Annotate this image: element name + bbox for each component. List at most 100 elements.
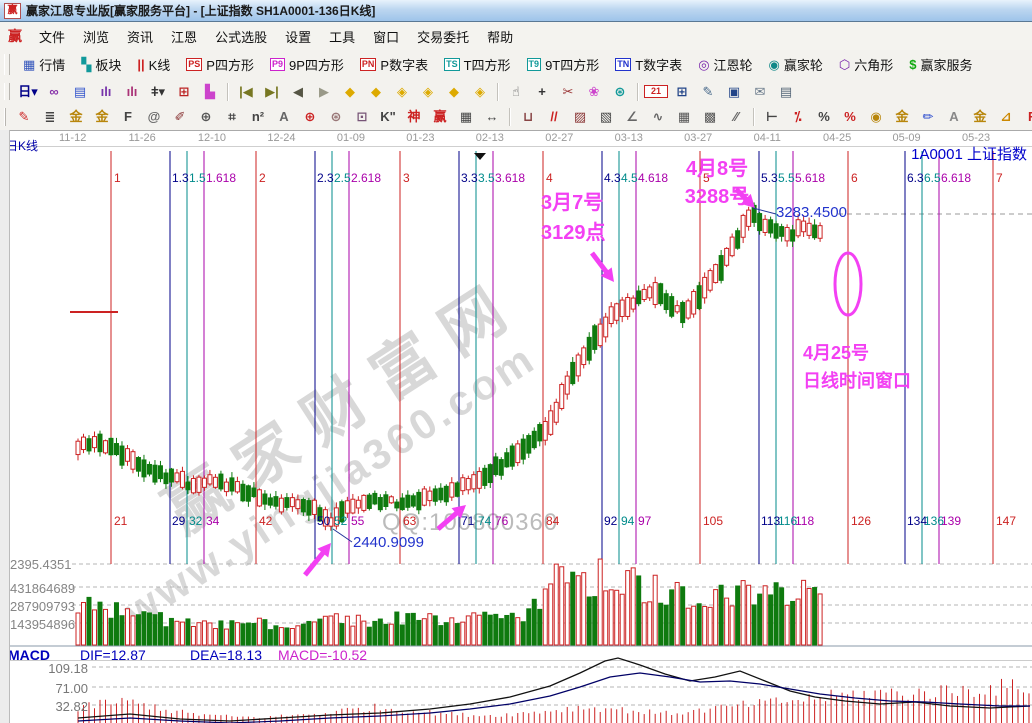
stamp-mail-button[interactable]: ✉ bbox=[754, 83, 766, 99]
t9-square-button[interactable]: T9 9T四方形 bbox=[519, 55, 608, 74]
expand-v-button[interactable]: ◆ bbox=[449, 83, 459, 99]
svg-text:50: 50 bbox=[317, 514, 331, 528]
pencil-button[interactable]: ✎ bbox=[18, 109, 30, 124]
box-select-button[interactable]: ⊔ bbox=[522, 109, 534, 124]
gold-line-button[interactable]: 金 bbox=[895, 109, 909, 124]
ying-tool-button[interactable]: 赢 bbox=[433, 109, 447, 124]
bars-3-button[interactable]: ılı bbox=[100, 83, 112, 99]
sectors-button[interactable]: ▚ 板块 bbox=[73, 55, 129, 74]
menu-item-7[interactable]: 工具 bbox=[329, 29, 356, 45]
calendar-button[interactable]: 21 bbox=[644, 85, 668, 98]
gold-grid-a-button[interactable]: 金 bbox=[69, 109, 83, 124]
toolbar-grip[interactable] bbox=[4, 82, 10, 101]
p-number-table-button[interactable]: PN P数字表 bbox=[352, 55, 436, 74]
a-ruler-button[interactable]: A bbox=[279, 109, 289, 124]
f-angle-button[interactable]: F bbox=[1028, 109, 1032, 124]
color-histogram-button[interactable]: ▙ bbox=[205, 83, 215, 99]
f-ruler-button[interactable]: F bbox=[124, 109, 132, 124]
shade-box-button[interactable]: ▧ bbox=[599, 109, 613, 124]
menu-item-8[interactable]: 窗口 bbox=[373, 29, 400, 45]
gauge-circle-button[interactable]: ⊕ bbox=[200, 109, 212, 124]
menu-item-9[interactable]: 交易委托 bbox=[417, 29, 470, 45]
percent-line-button[interactable]: % bbox=[844, 109, 856, 124]
p-square-button[interactable]: PS P四方形 bbox=[178, 55, 262, 74]
quotes-button[interactable]: ▦ 行情 bbox=[15, 55, 73, 74]
j-angle-button[interactable]: ⊿ bbox=[1000, 109, 1012, 124]
gold-grid-b-button[interactable]: 金 bbox=[95, 109, 109, 124]
notes-doc-button[interactable]: ✎ bbox=[702, 83, 714, 99]
gold-underline-button[interactable]: 金 bbox=[973, 109, 987, 124]
grid-125-button[interactable]: ▦ bbox=[459, 109, 473, 124]
target-button[interactable]: ⊕ bbox=[304, 109, 316, 124]
last-bar-button[interactable]: ▶| bbox=[265, 83, 279, 99]
save-button[interactable]: ▣ bbox=[727, 83, 741, 99]
fan-box-button[interactable]: ▨ bbox=[573, 109, 587, 124]
print-button[interactable]: ▤ bbox=[779, 83, 793, 99]
next-bar-button[interactable]: ▶ bbox=[319, 83, 329, 99]
percent-button[interactable]: % bbox=[818, 109, 830, 124]
wheel-tool-button[interactable]: ⊛ bbox=[330, 109, 342, 124]
hand-drag-button[interactable]: ☝ bbox=[512, 83, 520, 99]
cut-tool-button[interactable]: ✂ bbox=[562, 83, 574, 99]
grid-a-button[interactable]: ▦ bbox=[677, 109, 691, 124]
map-tool-button[interactable]: ⊛ bbox=[614, 83, 626, 99]
hatch-lines-button[interactable]: ≣ bbox=[44, 109, 56, 124]
svg-text:3.3: 3.3 bbox=[461, 171, 478, 185]
crosshair-button[interactable]: + bbox=[538, 83, 546, 99]
compass-pencil-button[interactable]: ✐ bbox=[174, 109, 186, 124]
gann-wheel-button[interactable]: ◎ 江恩轮 bbox=[690, 55, 760, 74]
hexagon-button[interactable]: ⬡ 六角形 bbox=[831, 55, 901, 74]
flower-tool-button[interactable]: ❀ bbox=[588, 83, 600, 99]
prev-bar-button[interactable]: ◀ bbox=[293, 83, 303, 99]
kline-style-dropdown-button[interactable]: 日▾ bbox=[18, 83, 38, 99]
t-square-button[interactable]: TS T四方形 bbox=[436, 55, 518, 74]
h-span-button[interactable]: ↔ bbox=[485, 109, 499, 124]
grid-b-button[interactable]: ▩ bbox=[703, 109, 717, 124]
toolbar-grip[interactable] bbox=[4, 54, 10, 75]
menu-item-6[interactable]: 设置 bbox=[285, 29, 312, 45]
percent-slash-button[interactable]: ⁒ bbox=[794, 109, 802, 124]
k-quote-button[interactable]: K" bbox=[380, 109, 396, 124]
candle-type-dropdown-button[interactable]: ǂ▾ bbox=[150, 83, 166, 99]
az-line-button[interactable]: A bbox=[949, 109, 959, 124]
calculator-button[interactable]: ⊞ bbox=[676, 83, 688, 99]
expand-all-button[interactable]: ◈ bbox=[475, 83, 485, 99]
kline-button[interactable]: || K线 bbox=[129, 55, 178, 74]
bars-9-button[interactable]: ılı bbox=[126, 83, 138, 99]
volume-axis-label: 287909793 bbox=[10, 599, 76, 614]
winner-service-button[interactable]: $ 赢家服务 bbox=[901, 55, 980, 74]
fan-lines-button[interactable]: // bbox=[550, 109, 558, 124]
brush-button[interactable]: ✏ bbox=[922, 109, 934, 124]
n-squared-button[interactable]: n² bbox=[251, 109, 265, 124]
square-wheel-button[interactable]: ⊡ bbox=[356, 109, 368, 124]
menu-item-1[interactable]: 文件 bbox=[39, 29, 66, 45]
menu-item-4[interactable]: 江恩 bbox=[171, 29, 198, 45]
gann-grid-tool-button[interactable]: ⊞ bbox=[178, 83, 190, 99]
winner-wheel-button[interactable]: ◉ 赢家轮 bbox=[761, 55, 831, 74]
gold-circle-button[interactable]: ◉ bbox=[870, 109, 882, 124]
menu-item-5[interactable]: 公式选股 bbox=[215, 29, 268, 45]
shift-left-button[interactable]: ◆ bbox=[345, 83, 355, 99]
gann-shapes-button[interactable]: ∞ bbox=[49, 83, 59, 99]
first-bar-button[interactable]: |◀ bbox=[239, 83, 253, 99]
menu-item-10[interactable]: 帮助 bbox=[487, 29, 514, 45]
kline-chart-canvas[interactable]: 1 21 2 42 3 63 4 84 5 105 6 126 7 147 1.3 29 1.5 32 1.618 3… bbox=[0, 131, 1032, 723]
shen-tool-button[interactable]: 神 bbox=[407, 109, 421, 124]
shift-right-button[interactable]: ◆ bbox=[371, 83, 381, 99]
menu-item-3[interactable]: 资讯 bbox=[127, 29, 154, 45]
menu-item-2[interactable]: 浏览 bbox=[83, 29, 110, 45]
zigzag-button[interactable]: ∿ bbox=[652, 109, 664, 124]
expand-h-button[interactable]: ◈ bbox=[397, 83, 407, 99]
compress-h-button[interactable]: ◈ bbox=[423, 83, 433, 99]
scale-steps-button[interactable]: ⊢ bbox=[766, 109, 778, 124]
t-number-table-button[interactable]: TN T数字表 bbox=[607, 55, 690, 74]
hatch-dense-button[interactable]: ⌗ bbox=[228, 109, 236, 124]
title-bar[interactable]: 赢 赢家江恩专业版[赢家服务平台] - [上证指数 SH1A0001-136日K… bbox=[0, 0, 1032, 22]
parallel-lines-button[interactable]: ∕∕ bbox=[733, 109, 739, 124]
toolbar-grip[interactable] bbox=[4, 107, 6, 127]
angle-line-button[interactable]: ∠ bbox=[626, 109, 638, 124]
info-panel-button[interactable]: ▤ bbox=[73, 83, 87, 99]
p9-square-button[interactable]: P9 9P四方形 bbox=[262, 55, 352, 74]
spiral-button[interactable]: @ bbox=[147, 109, 161, 124]
